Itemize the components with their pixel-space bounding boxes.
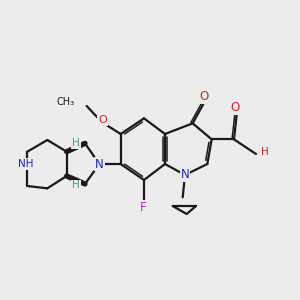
Text: NH: NH (18, 159, 33, 169)
Text: N: N (95, 158, 104, 170)
Text: N: N (181, 169, 189, 182)
Text: H: H (262, 147, 269, 157)
Text: CH₃: CH₃ (57, 97, 75, 107)
Text: O: O (230, 101, 240, 114)
Text: O: O (200, 90, 208, 103)
Text: H: H (72, 138, 80, 148)
Text: F: F (140, 201, 147, 214)
Text: H: H (72, 180, 80, 190)
Text: O: O (98, 115, 107, 125)
